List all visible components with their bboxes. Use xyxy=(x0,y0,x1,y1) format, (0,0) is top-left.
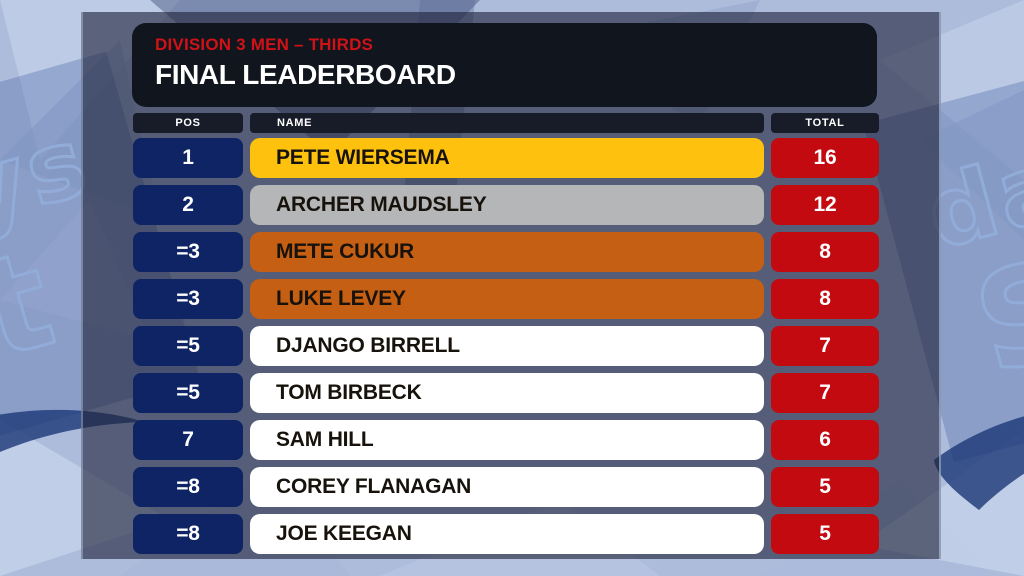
leaderboard-table: POS NAME TOTAL 1 PETE WIERSEMA 16 2 ARCH… xyxy=(133,113,879,554)
name-cell: ARCHER MAUDSLEY xyxy=(250,185,764,225)
column-header-pos: POS xyxy=(133,113,243,133)
position-cell: =3 xyxy=(133,232,243,272)
division-label: DIVISION 3 MEN – THIRDS xyxy=(155,35,374,54)
name-cell: METE CUKUR xyxy=(250,232,764,272)
position-cell: 1 xyxy=(133,138,243,178)
position-cell: =5 xyxy=(133,326,243,366)
position-cell: =8 xyxy=(133,467,243,507)
name-cell: DJANGO BIRRELL xyxy=(250,326,764,366)
header: DIVISION 3 MEN – THIRDS FINAL LEADERBOAR… xyxy=(132,23,877,107)
total-cell: 5 xyxy=(771,467,879,507)
total-cell: 16 xyxy=(771,138,879,178)
total-cell: 8 xyxy=(771,279,879,319)
total-cell: 7 xyxy=(771,326,879,366)
total-cell: 12 xyxy=(771,185,879,225)
total-cell: 8 xyxy=(771,232,879,272)
table-body: 1 PETE WIERSEMA 16 2 ARCHER MAUDSLEY 1 2 … xyxy=(133,138,879,554)
position-cell: =8 xyxy=(133,514,243,554)
name-cell: JOE KEEGAN xyxy=(250,514,764,554)
position-cell: =3 xyxy=(133,279,243,319)
table-row: =3 METE CUKUR 8 xyxy=(133,232,879,272)
name-cell: LUKE LEVEY xyxy=(250,279,764,319)
watermark-logo-right: days St xyxy=(863,28,1024,510)
table-row: 1 PETE WIERSEMA 16 xyxy=(133,138,879,178)
name-cell: SAM HILL xyxy=(250,420,764,460)
swoosh-shape xyxy=(934,416,1024,510)
table-header-row: POS NAME TOTAL xyxy=(133,113,879,133)
name-cell: PETE WIERSEMA xyxy=(250,138,764,178)
page-title: FINAL LEADERBOARD xyxy=(155,59,456,90)
table-row: =5 TOM BIRBECK 7 xyxy=(133,373,879,413)
name-cell: COREY FLANAGAN xyxy=(250,467,764,507)
table-row: 7 SAM HILL 6 xyxy=(133,420,879,460)
total-cell: 7 xyxy=(771,373,879,413)
table-row: =3 LUKE LEVEY 8 xyxy=(133,279,879,319)
column-header-total: TOTAL xyxy=(771,113,879,133)
position-cell: =5 xyxy=(133,373,243,413)
total-cell: 6 xyxy=(771,420,879,460)
table-row: =5 DJANGO BIRRELL 7 xyxy=(133,326,879,366)
position-cell: 7 xyxy=(133,420,243,460)
table-row: 2 ARCHER MAUDSLEY 12 xyxy=(133,185,879,225)
total-cell: 5 xyxy=(771,514,879,554)
table-row: =8 COREY FLANAGAN 5 xyxy=(133,467,879,507)
column-header-name: NAME xyxy=(250,113,764,133)
table-row: =8 JOE KEEGAN 5 xyxy=(133,514,879,554)
position-cell: 2 xyxy=(133,185,243,225)
name-cell: TOM BIRBECK xyxy=(250,373,764,413)
